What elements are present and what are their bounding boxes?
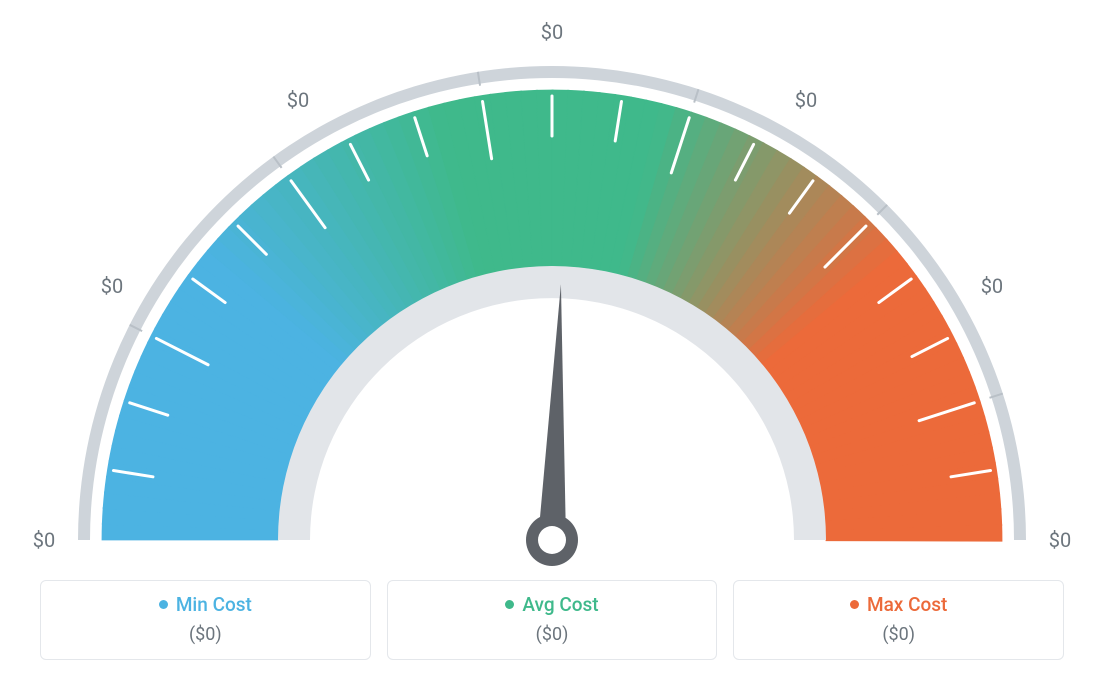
gauge-scale-label: $0 <box>795 88 817 112</box>
legend-dot-min <box>159 600 168 609</box>
gauge-chart: $0 $0 $0 $0 $0 $0 $0 <box>32 10 1072 570</box>
gauge-scale-label: $0 <box>287 88 309 112</box>
legend-dot-max <box>850 600 859 609</box>
gauge-scale-label: $0 <box>541 20 563 44</box>
legend-row: Min Cost ($0) Avg Cost ($0) Max Cost ($0… <box>40 580 1064 660</box>
gauge-scale-label: $0 <box>101 274 123 298</box>
legend-title-min: Min Cost <box>159 593 252 616</box>
gauge-scale-label: $0 <box>1049 528 1071 552</box>
legend-dot-avg <box>505 600 514 609</box>
gauge-scale-label: $0 <box>981 274 1003 298</box>
legend-value-avg: ($0) <box>404 624 701 645</box>
legend-card-min: Min Cost ($0) <box>40 580 371 660</box>
legend-title-avg: Avg Cost <box>505 593 598 616</box>
legend-value-max: ($0) <box>750 624 1047 645</box>
legend-label-max: Max Cost <box>867 593 947 616</box>
legend-value-min: ($0) <box>57 624 354 645</box>
gauge-svg <box>32 10 1072 570</box>
legend-card-avg: Avg Cost ($0) <box>387 580 718 660</box>
legend-title-max: Max Cost <box>850 593 947 616</box>
legend-label-min: Min Cost <box>176 593 252 616</box>
gauge-scale-label: $0 <box>33 528 55 552</box>
legend-card-max: Max Cost ($0) <box>733 580 1064 660</box>
legend-label-avg: Avg Cost <box>522 593 598 616</box>
